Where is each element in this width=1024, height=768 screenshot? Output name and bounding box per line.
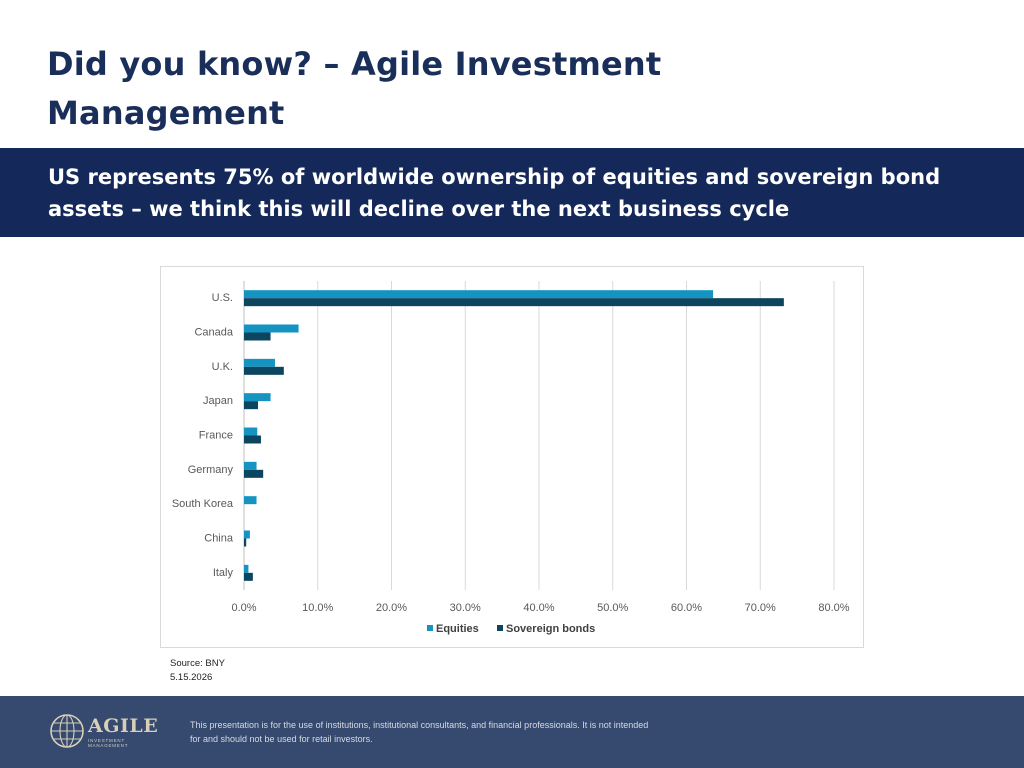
bar-sovereign-bonds — [244, 469, 264, 478]
x-tick-label: 80.0% — [818, 602, 849, 614]
page-title: Did you know? – Agile Investment Managem… — [47, 45, 662, 132]
bar-equities — [244, 324, 299, 333]
x-tick-label: 40.0% — [523, 602, 554, 614]
bar-sovereign-bonds — [244, 332, 271, 341]
category-label: U.S. — [212, 292, 233, 304]
category-label: South Korea — [172, 498, 234, 510]
bar-sovereign-bonds — [244, 298, 784, 307]
bar-equities — [244, 530, 250, 539]
category-label: Japan — [203, 395, 233, 407]
bar-equities — [244, 393, 271, 402]
source-line: Source: BNY — [170, 658, 225, 669]
bar-sovereign-bonds — [244, 538, 247, 547]
headline-text: US represents 75% of worldwide ownership… — [48, 165, 941, 221]
x-tick-label: 0.0% — [231, 602, 256, 614]
bar-equities — [244, 496, 257, 505]
bar-equities — [244, 427, 258, 436]
bar-sovereign-bonds — [244, 572, 253, 581]
bar-equities — [244, 461, 257, 470]
legend-swatch — [427, 625, 433, 631]
legend-label: Equities — [436, 623, 479, 635]
headline-banner: US represents 75% of worldwide ownership… — [0, 148, 1024, 237]
bar-sovereign-bonds — [244, 366, 284, 375]
x-tick-label: 20.0% — [376, 602, 407, 614]
globe-icon — [50, 714, 84, 748]
bar-equities — [244, 358, 275, 367]
bar-sovereign-bonds — [244, 401, 259, 410]
source-date: 5.15.2026 — [170, 672, 213, 683]
x-tick-label: 30.0% — [450, 602, 481, 614]
category-label: Canada — [194, 327, 233, 339]
bar-chart: 0.0% 10.0% 20.0% 30.0% 40.0% 50.0% 60.0% 70.0% 8… — [160, 266, 864, 648]
legend-label: Sovereign bonds — [506, 623, 595, 635]
category-label: Germany — [188, 464, 234, 476]
logo-wordmark: AGILE — [88, 715, 159, 737]
footer: AGILE INVESTMENT MANAGEMENT This present… — [0, 696, 1024, 768]
chart-canvas: 0.0% 10.0% 20.0% 30.0% 40.0% 50.0% 60.0% 70.0% 8… — [172, 281, 850, 635]
agile-logo: AGILE INVESTMENT MANAGEMENT — [48, 712, 158, 752]
bar-equities — [244, 564, 249, 573]
x-tick-label: 70.0% — [745, 602, 776, 614]
source-note: Source: BNY 5.15.2026 — [170, 657, 225, 685]
category-label: Italy — [213, 567, 234, 579]
x-tick-label: 10.0% — [302, 602, 333, 614]
category-label: U.K. — [212, 361, 233, 373]
bar-equities — [244, 290, 714, 299]
legend-swatch — [497, 625, 503, 631]
x-tick-label: 50.0% — [597, 602, 628, 614]
category-label: China — [204, 533, 234, 545]
disclaimer-text: This presentation is for the use of inst… — [190, 720, 649, 744]
category-label: France — [199, 430, 233, 442]
x-tick-label: 60.0% — [671, 602, 702, 614]
logo-tagline: INVESTMENT MANAGEMENT — [88, 738, 129, 748]
bar-sovereign-bonds — [244, 435, 261, 444]
